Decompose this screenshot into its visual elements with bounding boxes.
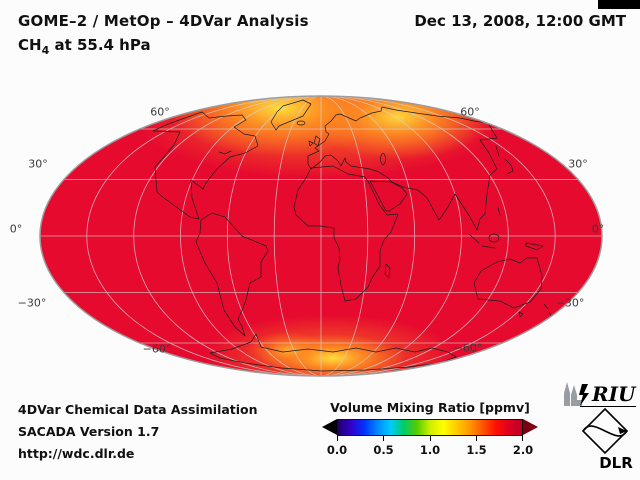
colorbar-title: Volume Mixing Ratio [ppmv] xyxy=(330,400,530,415)
riu-logo: RIU xyxy=(564,382,637,407)
coast-arabia xyxy=(369,180,408,212)
colorbar-ticklabel-3: 1.5 xyxy=(466,443,487,457)
lat-label-right-0: 0° xyxy=(591,222,605,236)
dlr-arrowhead-icon xyxy=(618,427,627,434)
colorbar-tick xyxy=(476,436,477,441)
coast-java xyxy=(481,245,496,249)
colorbar-tick xyxy=(430,436,431,441)
coast-new-guinea xyxy=(525,242,544,251)
coast-tasmania xyxy=(518,311,524,318)
coast-madagascar xyxy=(384,263,391,279)
page-title: GOME–2 / MetOp – 4DVar Analysis xyxy=(18,12,309,30)
anomaly-fields xyxy=(135,96,505,376)
datetime-label: Dec 13, 2008, 12:00 GMT xyxy=(414,12,626,30)
cathedral-icon xyxy=(564,382,582,406)
coast-philippines xyxy=(497,207,501,216)
corner-black-block xyxy=(598,0,640,9)
dlr-swoosh-icon xyxy=(582,425,628,437)
coast-antarctica xyxy=(209,333,457,372)
dlr-logo-text: DLR xyxy=(599,454,633,472)
coast-north-america xyxy=(152,111,259,220)
map-outline xyxy=(39,95,603,377)
lat-label-left-0: 0° xyxy=(9,222,23,236)
lat-label-right-30: 30° xyxy=(568,157,588,171)
lat-label-left-m30: −30° xyxy=(17,296,47,310)
dlr-logo: DLR xyxy=(581,407,633,472)
colorbar-ticklabel-4: 2.0 xyxy=(512,443,534,457)
coast-japan xyxy=(504,158,514,175)
colorbar-tick xyxy=(337,436,338,441)
coast-great-lakes xyxy=(218,150,232,155)
colorbar-arrow-left xyxy=(322,419,337,435)
colorbar-tick xyxy=(383,436,384,441)
colorbar-arrow-right xyxy=(523,419,538,435)
species-symbol: CH xyxy=(18,36,42,54)
colorbar-tick xyxy=(522,436,523,441)
coast-borneo xyxy=(488,233,500,243)
coast-caspian xyxy=(380,153,386,165)
coast-greenland xyxy=(270,99,312,131)
coast-eurasia xyxy=(307,106,498,231)
lat-label-left-30: 30° xyxy=(28,157,48,171)
colorbar-gradient xyxy=(337,419,523,436)
lat-label-left-60: 60° xyxy=(150,105,170,119)
coast-britain xyxy=(313,135,321,147)
coast-iceland xyxy=(296,120,306,126)
lat-label-left-m60: −60° xyxy=(142,342,172,356)
dlr-diamond-icon xyxy=(581,407,629,455)
coastlines xyxy=(152,99,553,372)
species-level-label: CH4 at 55.4 hPa xyxy=(18,36,151,57)
coast-sumatra xyxy=(468,233,480,244)
colorbar-ticklabel-0: 0.0 xyxy=(326,443,348,457)
coast-australia xyxy=(473,257,543,309)
coast-south-america xyxy=(195,212,269,337)
lat-label-right-m30: −30° xyxy=(555,296,585,310)
lat-label-right-m60: −60° xyxy=(453,341,483,355)
colorbar-ticklabel-2: 1.0 xyxy=(419,443,441,457)
footer-line-2: SACADA Version 1.7 xyxy=(18,424,160,439)
pressure-level: at 55.4 hPa xyxy=(49,36,151,54)
riu-logo-text: RIU xyxy=(591,382,637,406)
footer-line-1: 4DVar Chemical Data Assimilation xyxy=(18,402,258,417)
footer-url: http://wdc.dlr.de xyxy=(18,446,135,461)
colorbar-ticklabel-1: 0.5 xyxy=(373,443,394,457)
riu-bolt-icon xyxy=(579,384,589,406)
coast-africa xyxy=(293,165,399,302)
species-subscript: 4 xyxy=(41,44,50,57)
lat-label-right-60: 60° xyxy=(460,105,480,119)
coast-ireland xyxy=(308,140,314,147)
coast-sakhalin xyxy=(495,145,500,157)
